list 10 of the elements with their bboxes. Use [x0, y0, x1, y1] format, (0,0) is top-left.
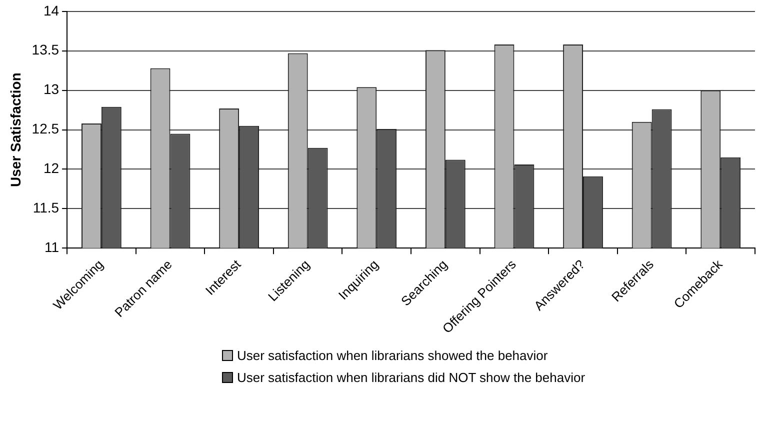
y-axis-title: User Satisfaction	[7, 72, 24, 187]
y-tick-label: 14	[43, 2, 60, 18]
y-tick-label: 12.5	[32, 120, 60, 137]
y-tick-label: 11	[44, 239, 60, 256]
y-tick-label: 11.5	[32, 200, 60, 216]
legend-label: User satisfaction when librarians showed the behavior	[237, 348, 548, 362]
legend-label: User satisfaction when librarians did NOT show the behavior	[237, 370, 586, 384]
y-tick-label: 13.5	[32, 42, 60, 58]
y-tick-label: 12	[43, 160, 60, 176]
y-tick-label: 13	[43, 81, 60, 98]
